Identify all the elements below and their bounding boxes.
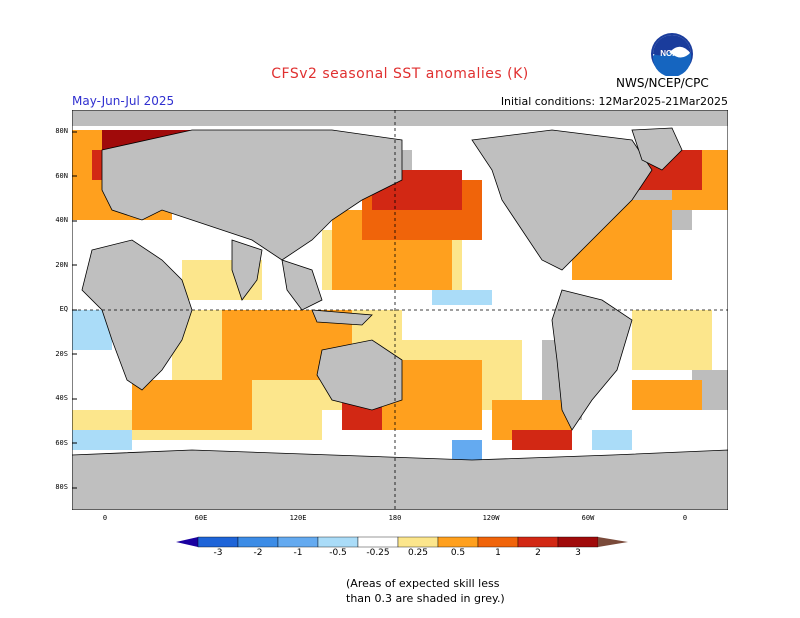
colorbar-swatch bbox=[517, 536, 559, 548]
colorbar-swatch bbox=[357, 536, 399, 548]
initial-conditions: Initial conditions: 12Mar2025-21Mar2025 bbox=[500, 95, 728, 108]
colorbar-swatch bbox=[176, 537, 198, 547]
colorbar-label: -1 bbox=[293, 548, 303, 558]
colorbar-label: -2 bbox=[253, 548, 263, 558]
lat-label: 60S bbox=[55, 439, 68, 447]
colorbar-swatch bbox=[477, 536, 519, 548]
lat-label: 20S bbox=[55, 350, 68, 358]
colorbar bbox=[176, 536, 628, 548]
colorbar-swatch bbox=[437, 536, 479, 548]
lat-label: 60N bbox=[55, 172, 68, 180]
agency-label: NWS/NCEP/CPC bbox=[616, 76, 709, 90]
lat-label: 80S bbox=[55, 483, 68, 491]
footnote: (Areas of expected skill less than 0.3 a… bbox=[346, 576, 505, 606]
sst-anomaly-map bbox=[72, 110, 728, 510]
colorbar-label: 2 bbox=[535, 548, 541, 558]
lon-label: 120E bbox=[289, 514, 307, 522]
colorbar-label: -0.5 bbox=[329, 548, 347, 558]
lon-label: 120W bbox=[482, 514, 500, 522]
lat-label: 20N bbox=[55, 261, 68, 269]
colorbar-label: -3 bbox=[213, 548, 223, 558]
map-title: CFSv2 seasonal SST anomalies (K) bbox=[271, 66, 529, 82]
lat-label: 40S bbox=[55, 394, 68, 402]
colorbar-label: -0.25 bbox=[366, 548, 390, 558]
noaa-logo-icon: NOAA bbox=[651, 33, 693, 76]
forecast-period: May-Jun-Jul 2025 bbox=[72, 94, 175, 108]
colorbar-swatch bbox=[237, 536, 279, 548]
lon-label: 60E bbox=[194, 514, 208, 522]
lon-label: 0 bbox=[682, 514, 688, 522]
colorbar-swatch bbox=[317, 536, 359, 548]
colorbar-label: 3 bbox=[575, 548, 581, 558]
colorbar-swatch bbox=[598, 537, 628, 547]
colorbar-swatch bbox=[197, 536, 239, 548]
colorbar-swatch bbox=[277, 536, 319, 548]
lat-label: EQ bbox=[59, 305, 68, 313]
lon-label: 0 bbox=[102, 514, 108, 522]
footnote-line: than 0.3 are shaded in grey.) bbox=[346, 592, 505, 605]
lon-label: 180 bbox=[388, 514, 402, 522]
footnote-line: (Areas of expected skill less bbox=[346, 577, 500, 590]
lat-label: 40N bbox=[55, 216, 68, 224]
colorbar-label: 0.25 bbox=[407, 548, 429, 558]
lat-label: 80N bbox=[55, 127, 68, 135]
lon-label: 60W bbox=[581, 514, 595, 522]
colorbar-label: 1 bbox=[495, 548, 501, 558]
svg-text:NOAA: NOAA bbox=[660, 49, 684, 58]
colorbar-swatch bbox=[557, 536, 599, 548]
colorbar-swatch bbox=[397, 536, 439, 548]
colorbar-label: 0.5 bbox=[450, 548, 466, 558]
